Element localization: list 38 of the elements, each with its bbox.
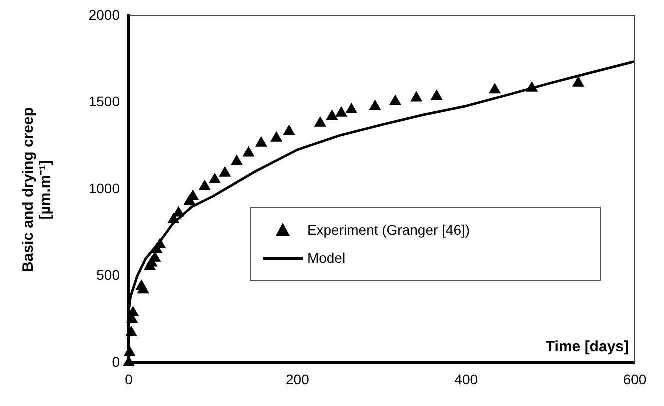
point — [336, 106, 348, 117]
y-axis-title: Basic and drying creep [µm.m⁻¹] — [20, 106, 54, 275]
point — [314, 116, 326, 127]
y-tick-label: 2000 — [88, 6, 120, 23]
point — [390, 95, 402, 106]
x-tick-label: 600 — [623, 371, 647, 388]
x-tick-label: 400 — [454, 371, 478, 388]
y-tick-label: 1500 — [88, 94, 120, 110]
y-tick-label: 0 — [112, 354, 120, 370]
x-axis-title: Time [days] — [546, 338, 629, 356]
point — [138, 284, 150, 294]
point — [346, 104, 358, 114]
x-tick-label: 0 — [125, 371, 134, 388]
point — [128, 306, 139, 317]
point — [326, 110, 338, 120]
y-tick-label: 1000 — [88, 180, 120, 196]
point — [243, 146, 254, 157]
point — [126, 326, 138, 336]
point — [168, 214, 180, 224]
x-tick-label: 200 — [286, 371, 310, 388]
point — [173, 206, 184, 217]
point — [370, 100, 381, 110]
point — [270, 132, 282, 142]
y-tick-label: 500 — [96, 267, 120, 284]
point — [231, 155, 243, 166]
point — [284, 125, 295, 136]
point — [431, 90, 443, 100]
legend-label: Experiment (Granger [46]) — [307, 222, 470, 238]
point — [219, 166, 231, 177]
point — [489, 84, 501, 94]
point — [572, 76, 584, 87]
point — [209, 173, 221, 184]
point — [256, 136, 268, 147]
point — [199, 180, 211, 190]
legend-label: Model — [307, 250, 346, 266]
point — [526, 82, 538, 92]
point — [124, 346, 136, 356]
point — [410, 92, 422, 102]
